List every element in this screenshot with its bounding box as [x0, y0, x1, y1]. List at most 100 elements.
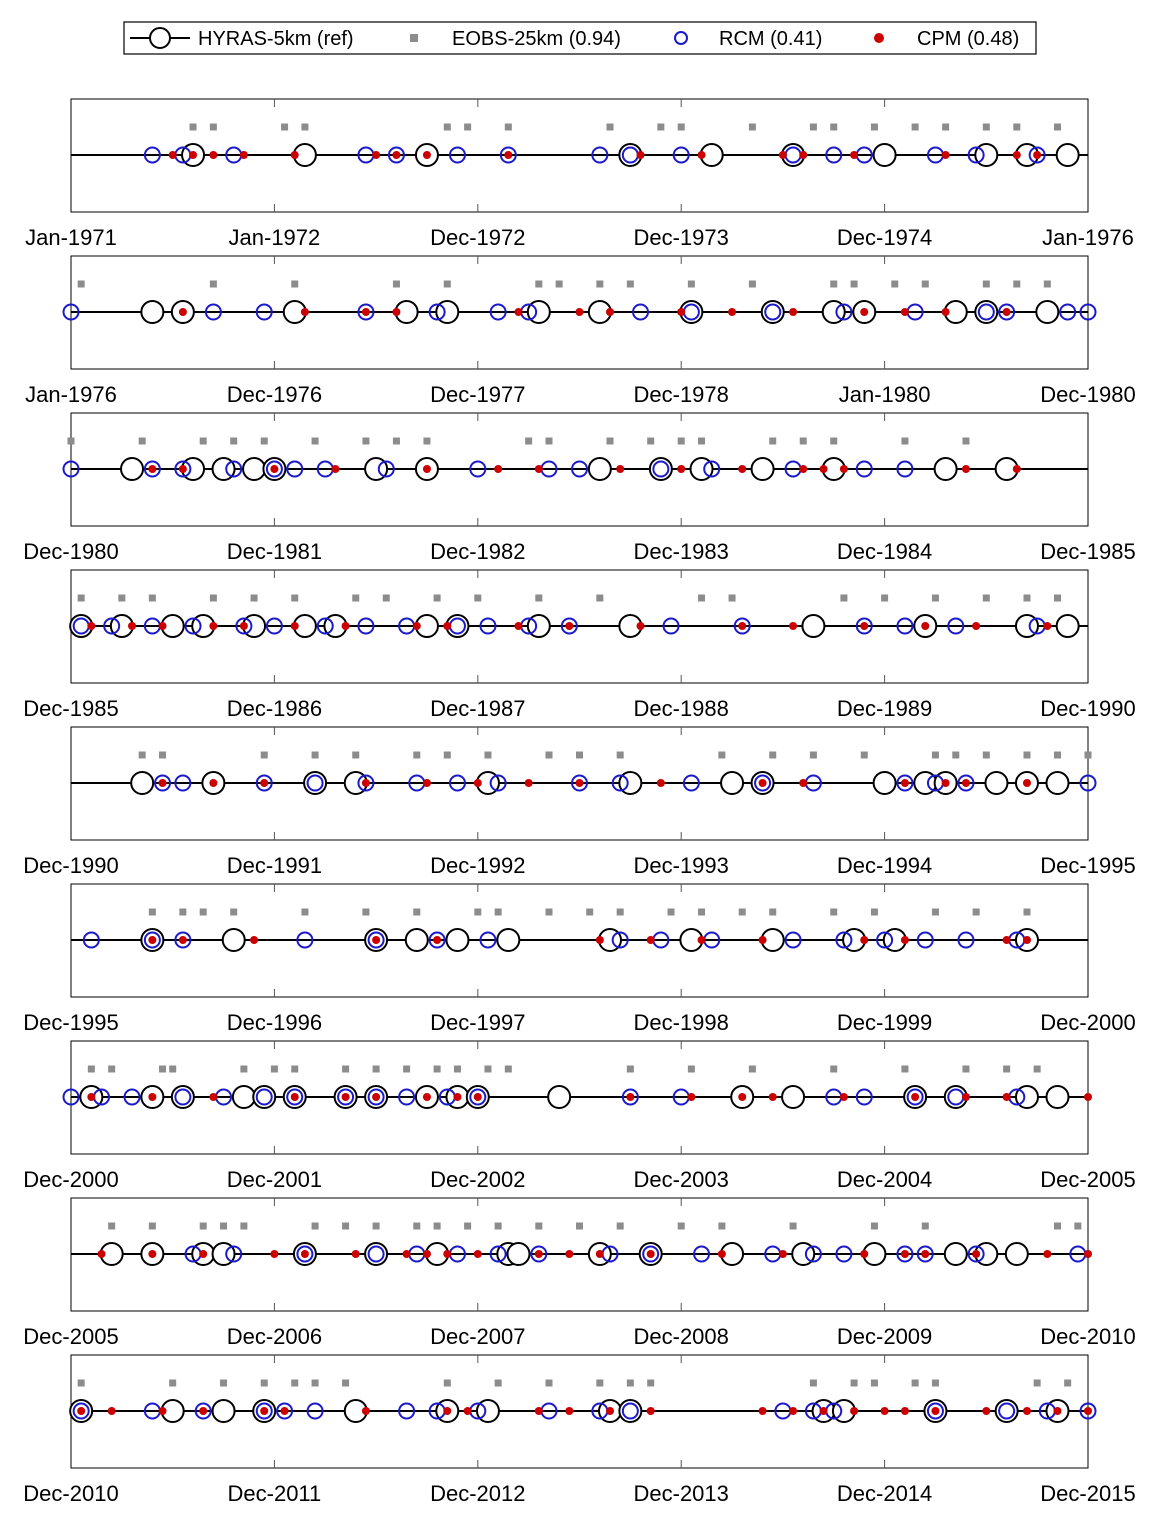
- cpm-marker: [606, 1407, 615, 1415]
- eobs-marker: [982, 280, 990, 288]
- tick-label: Dec-1994: [837, 853, 932, 878]
- rcm-marker: [469, 1088, 487, 1106]
- eobs-marker: [840, 594, 848, 602]
- rcm-marker: [855, 1088, 873, 1106]
- eobs-marker: [901, 437, 909, 445]
- eobs-marker: [87, 1065, 95, 1073]
- eobs-marker: [931, 908, 939, 916]
- cpm-marker: [534, 465, 543, 473]
- cpm-marker: [392, 308, 401, 316]
- tick-label: Dec-1973: [634, 225, 729, 250]
- cpm-marker: [1022, 779, 1031, 787]
- eobs-marker: [443, 123, 451, 131]
- ref-marker: [1035, 300, 1060, 324]
- eobs-marker: [596, 280, 604, 288]
- cpm-marker: [270, 1250, 279, 1258]
- ref-marker: [547, 1085, 572, 1109]
- cpm-marker: [361, 779, 370, 787]
- rcm-marker: [571, 460, 588, 478]
- eobs-marker: [911, 1379, 919, 1387]
- cpm-marker: [422, 1250, 431, 1258]
- rcm-marker: [977, 303, 995, 321]
- cpm-marker: [900, 308, 909, 316]
- tick-label: Dec-2007: [430, 1324, 525, 1349]
- ref-marker: [231, 1085, 256, 1109]
- cpm-marker: [616, 465, 625, 473]
- eobs-marker: [270, 1065, 278, 1073]
- cpm-marker: [524, 779, 533, 787]
- tick-label: Dec-1977: [430, 382, 525, 407]
- rcm-marker: [998, 1402, 1016, 1420]
- rcm-marker: [621, 1402, 639, 1420]
- eobs-marker: [911, 123, 919, 131]
- cpm-marker: [850, 1407, 859, 1415]
- rcm-marker: [560, 617, 578, 635]
- eobs-marker: [881, 594, 889, 602]
- eobs-marker: [931, 751, 939, 759]
- cpm-marker: [504, 151, 513, 159]
- cpm-marker: [687, 1093, 696, 1101]
- eobs-marker: [738, 908, 746, 916]
- cpm-marker: [290, 622, 299, 630]
- rcm-marker: [194, 1402, 212, 1420]
- eobs-marker: [748, 280, 756, 288]
- cpm-marker: [77, 1407, 86, 1415]
- rcm-marker: [306, 1402, 324, 1420]
- tick-label: Dec-1986: [227, 696, 322, 721]
- tick-label: Dec-1972: [430, 225, 525, 250]
- rcm-marker: [489, 774, 507, 792]
- eobs-marker: [199, 1222, 207, 1230]
- tick-label: Jan-1972: [229, 225, 321, 250]
- ref-marker: [781, 1085, 806, 1109]
- rcm-marker: [337, 1088, 355, 1106]
- eobs-marker: [118, 594, 126, 602]
- cpm-marker: [290, 151, 299, 159]
- eobs-marker: [352, 751, 360, 759]
- legend-label: HYRAS-5km (ref): [198, 28, 354, 50]
- legend-entry-eobs: EOBS-25km (0.94): [410, 28, 621, 50]
- rcm-marker: [703, 460, 721, 478]
- eobs-marker: [372, 1065, 380, 1073]
- eobs-marker: [535, 280, 543, 288]
- rcm-marker: [611, 774, 629, 792]
- eobs-marker: [677, 123, 685, 131]
- rcm-marker: [265, 460, 283, 478]
- cpm-marker: [372, 936, 381, 944]
- rcm-marker: [825, 146, 843, 164]
- rcm-marker: [296, 1245, 314, 1263]
- eobs-marker: [1074, 1222, 1082, 1230]
- eobs-marker: [535, 594, 543, 602]
- rcm-marker: [479, 931, 497, 949]
- eobs-marker: [301, 908, 309, 916]
- cpm-marker: [209, 622, 218, 630]
- rcm-marker: [123, 1088, 141, 1106]
- eobs-marker: [555, 280, 563, 288]
- cpm-marker: [463, 1407, 472, 1415]
- ref-marker: [750, 457, 775, 481]
- cpm-marker: [290, 1093, 299, 1101]
- rcm-marker: [367, 1245, 385, 1263]
- eobs-marker: [982, 123, 990, 131]
- cpm-marker: [961, 1093, 970, 1101]
- eobs-marker: [545, 751, 553, 759]
- rcm-marker: [367, 1088, 385, 1106]
- cpm-marker: [341, 622, 350, 630]
- rcm-marker: [479, 617, 497, 635]
- eobs-marker: [474, 594, 482, 602]
- cpm-marker: [565, 622, 574, 630]
- cpm-marker: [199, 1250, 208, 1258]
- eobs-marker: [748, 1065, 756, 1073]
- eobs-marker: [769, 751, 777, 759]
- eobs-marker: [159, 1065, 167, 1073]
- rcm-marker: [255, 303, 273, 321]
- cpm-marker: [575, 779, 584, 787]
- eobs-marker: [830, 280, 838, 288]
- cpm-marker: [697, 936, 706, 944]
- eobs-marker: [443, 280, 451, 288]
- eobs-marker: [209, 594, 217, 602]
- cpm-marker: [158, 622, 167, 630]
- eobs-marker: [108, 1065, 116, 1073]
- eobs-marker: [433, 1222, 441, 1230]
- panel-7: Dec-2000 Dec-2001 Dec-2002 Dec-2003 Dec-2004…: [23, 1040, 1136, 1192]
- tick-label: Dec-1980: [23, 539, 118, 564]
